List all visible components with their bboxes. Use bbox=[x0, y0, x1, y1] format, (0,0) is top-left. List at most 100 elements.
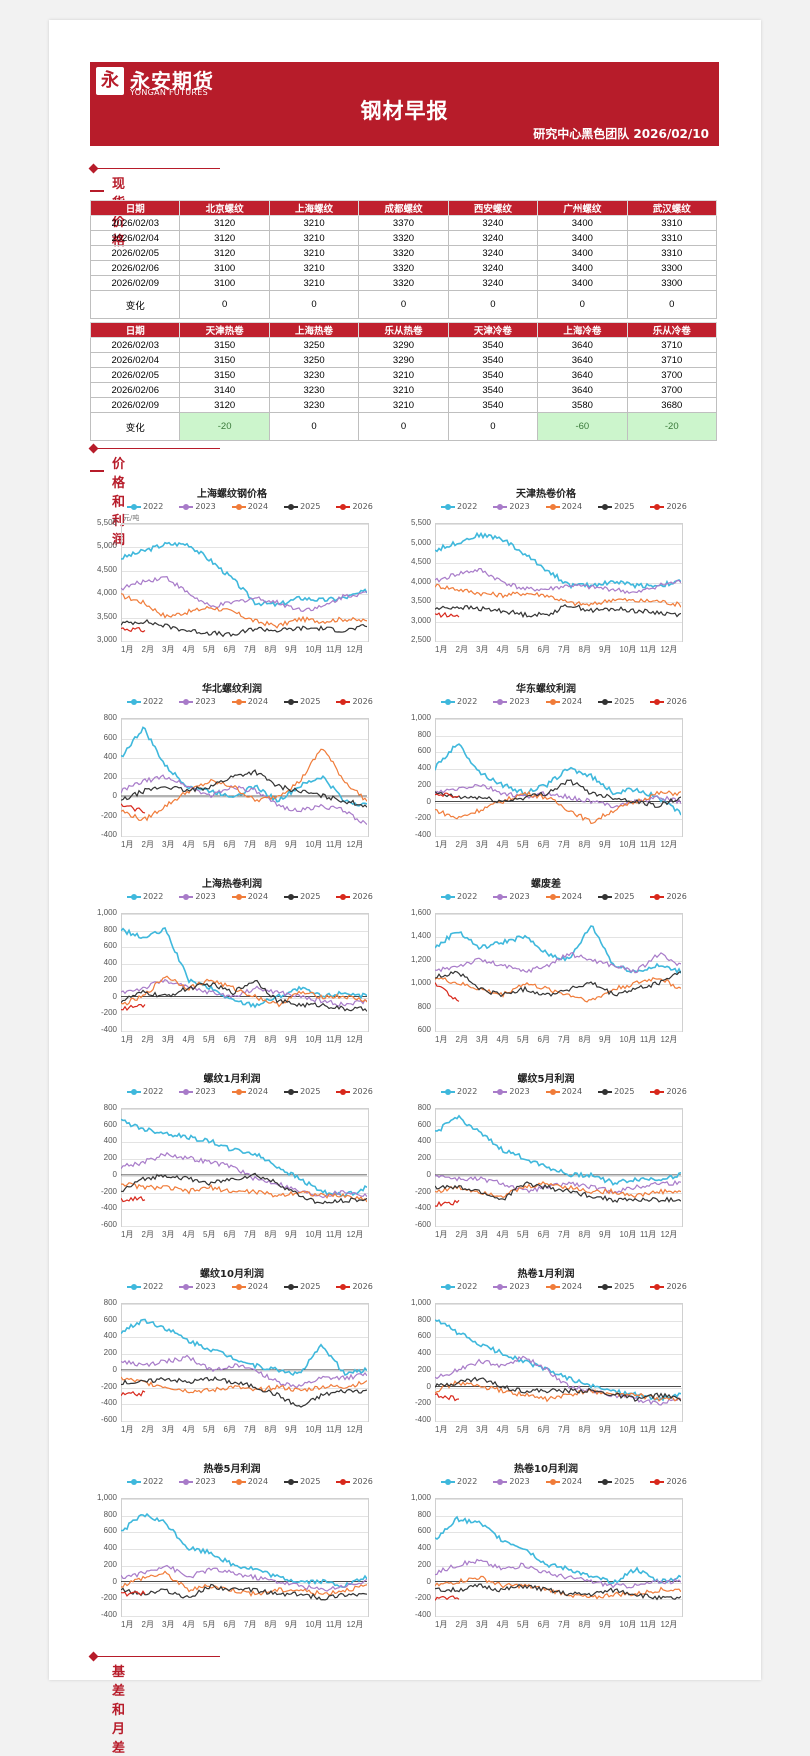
x-tick-label: 5月 bbox=[517, 1035, 530, 1044]
legend-item: 2022 bbox=[127, 697, 163, 706]
y-tick-label: -400 bbox=[414, 1203, 431, 1213]
chart-series bbox=[121, 1318, 367, 1408]
y-tick-label: 1,400 bbox=[410, 931, 431, 941]
y-tick-label: 800 bbox=[417, 1509, 431, 1519]
y-tick-label: 3,000 bbox=[410, 615, 431, 625]
chart-legend: 2022 2023 2024 2025 2026 bbox=[127, 1282, 389, 1291]
legend-item: 2024 bbox=[545, 697, 582, 706]
series-line-2026 bbox=[435, 1199, 460, 1207]
legend-item: 2026 bbox=[336, 1282, 373, 1291]
series-line-2025 bbox=[435, 1583, 681, 1601]
change-cell: -60 bbox=[537, 412, 628, 441]
x-tick-label: 6月 bbox=[537, 1035, 550, 1044]
x-tick-label: 5月 bbox=[517, 1230, 530, 1239]
y-tick-label: 200 bbox=[103, 974, 117, 984]
table-cell: 3710 bbox=[626, 337, 718, 353]
legend-item: 2026 bbox=[650, 697, 687, 706]
legend-item: 2026 bbox=[650, 1282, 687, 1291]
x-tick-label: 12月 bbox=[660, 1620, 678, 1629]
x-tick-label: 5月 bbox=[203, 1230, 216, 1239]
series-line-2022 bbox=[435, 531, 681, 590]
table-cell: 3640 bbox=[537, 337, 628, 353]
legend-item: 2025 bbox=[598, 892, 634, 901]
x-tick-label: 2月 bbox=[141, 840, 154, 849]
line-chart: 热卷10月利润 2022 2023 2024 2025 2026 1,000 800 600 40… bbox=[401, 1460, 691, 1638]
x-tick-label: 7月 bbox=[244, 1620, 257, 1629]
table-cell: 3240 bbox=[447, 260, 539, 276]
x-tick-label: 9月 bbox=[599, 1425, 612, 1434]
table-cell: 3320 bbox=[358, 230, 449, 246]
legend-item: 2024 bbox=[545, 502, 582, 511]
x-tick-label: 2月 bbox=[455, 840, 468, 849]
legend-item: 2025 bbox=[598, 502, 634, 511]
x-tick-label: 7月 bbox=[558, 840, 571, 849]
table-row: 2026/02/09 3100 3210 3320 3240 3400 3300 bbox=[89, 275, 718, 291]
table-cell: 3320 bbox=[358, 260, 449, 276]
x-tick-label: 5月 bbox=[203, 1425, 216, 1434]
x-tick-label: 12月 bbox=[346, 645, 364, 654]
x-tick-label: 8月 bbox=[578, 1620, 591, 1629]
series-line-2023 bbox=[121, 1564, 367, 1592]
x-tick-label: 11月 bbox=[326, 1035, 343, 1044]
legend-item: 2022 bbox=[127, 1477, 163, 1486]
change-cell: 0 bbox=[268, 412, 360, 441]
x-tick-label: 1月 bbox=[435, 645, 448, 654]
y-tick-label: 200 bbox=[103, 1559, 117, 1569]
legend-item: 2023 bbox=[493, 892, 530, 901]
x-tick-label: 11月 bbox=[326, 1620, 343, 1629]
legend-item: 2022 bbox=[441, 697, 477, 706]
y-tick-label: 400 bbox=[103, 752, 117, 761]
y-tick-label: 200 bbox=[417, 1364, 431, 1374]
x-tick-label: 12月 bbox=[346, 1230, 364, 1239]
y-tick-label: -200 bbox=[100, 1593, 117, 1603]
table-header-cell: 上海热卷 bbox=[268, 322, 360, 338]
y-tick-label: -400 bbox=[100, 1398, 117, 1408]
table-cell: 3400 bbox=[537, 260, 628, 276]
y-tick-label: 0 bbox=[426, 796, 431, 806]
x-tick-label: 4月 bbox=[182, 1425, 195, 1434]
x-tick-label: 12月 bbox=[660, 1230, 678, 1239]
table-cell: 2026/02/06 bbox=[89, 260, 181, 276]
series-line-2024 bbox=[121, 748, 367, 822]
table-cell: 3290 bbox=[358, 337, 449, 353]
x-tick-label: 10月 bbox=[619, 1425, 637, 1434]
plot-area bbox=[435, 1303, 683, 1422]
chart-title: 螺废差 bbox=[531, 879, 561, 890]
x-tick-label: 2月 bbox=[455, 1035, 468, 1044]
legend-item: 2026 bbox=[336, 1477, 373, 1486]
section-label: 基差和月差 bbox=[112, 1665, 131, 1756]
legend-item: 2022 bbox=[441, 1477, 477, 1486]
table-cell: 3240 bbox=[447, 215, 539, 231]
x-tick-label: 3月 bbox=[162, 1425, 175, 1434]
x-tick-label: 4月 bbox=[182, 1035, 195, 1044]
change-label: 变化 bbox=[89, 412, 181, 441]
table-cell: 3150 bbox=[179, 352, 270, 368]
y-tick-label: -400 bbox=[100, 1610, 117, 1619]
axis-unit: 元/吨 bbox=[123, 514, 140, 522]
x-tick-label: 3月 bbox=[162, 1230, 175, 1239]
chart-legend: 2022 2023 2024 2025 2026 bbox=[441, 502, 703, 511]
x-tick-label: 11月 bbox=[326, 645, 343, 654]
series-line-2025 bbox=[435, 604, 681, 619]
y-tick-label: 0 bbox=[426, 1381, 431, 1391]
y-tick-label: -200 bbox=[414, 1186, 431, 1196]
y-tick-label: -400 bbox=[414, 830, 431, 839]
table-cell: 3400 bbox=[537, 275, 628, 291]
series-line-2026 bbox=[435, 611, 460, 618]
legend-item: 2025 bbox=[284, 697, 320, 706]
x-tick-label: 3月 bbox=[162, 840, 175, 849]
x-tick-label: 12月 bbox=[660, 1425, 678, 1434]
series-line-2022 bbox=[121, 541, 367, 608]
legend-item: 2024 bbox=[545, 892, 582, 901]
table-header-cell: 西安螺纹 bbox=[447, 200, 539, 216]
x-tick-label: 10月 bbox=[305, 1620, 323, 1629]
y-tick-label: 4,500 bbox=[96, 564, 117, 574]
change-cell: -20 bbox=[626, 412, 718, 441]
series-line-2024 bbox=[121, 1570, 367, 1598]
x-tick-label: 8月 bbox=[264, 1620, 277, 1629]
x-tick-label: 5月 bbox=[203, 840, 216, 849]
table-cell: 3210 bbox=[358, 382, 449, 398]
x-tick-label: 8月 bbox=[264, 1425, 277, 1434]
series-line-2024 bbox=[435, 583, 681, 608]
line-chart: 螺纹5月利润 2022 2023 2024 2025 2026 800 600 400 200 0 -… bbox=[401, 1070, 691, 1248]
